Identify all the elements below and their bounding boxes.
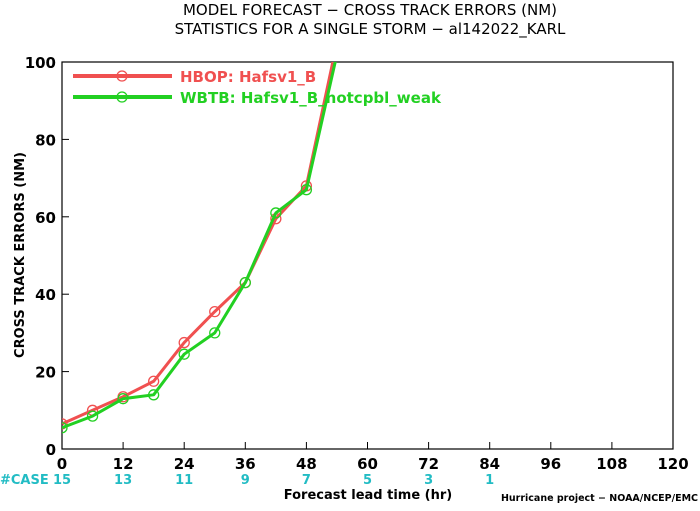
y-tick-label: 20 xyxy=(35,364,56,382)
chart-title: MODEL FORECAST − CROSS TRACK ERRORS (NM) xyxy=(183,1,557,19)
y-tick-label: 40 xyxy=(35,286,56,304)
data-point xyxy=(270,207,282,219)
data-point xyxy=(300,184,313,196)
y-tick-label: 60 xyxy=(35,209,56,227)
data-point xyxy=(239,276,251,289)
legend: HBOP: Hafsv1_B WBTB: Hafsv1_B_notcpbl_wea… xyxy=(73,68,442,107)
case-count: 15 xyxy=(53,473,71,488)
y-tick-label: 80 xyxy=(35,131,56,149)
data-point xyxy=(117,393,129,405)
x-tick-label: 60 xyxy=(357,455,378,473)
case-count: 9 xyxy=(241,473,250,488)
data-point xyxy=(332,38,342,48)
case-count: 13 xyxy=(114,473,132,488)
series-line-1 xyxy=(62,62,335,426)
x-tick-label: 96 xyxy=(540,455,561,473)
x-axis: 0 12 24 36 48 60 72 84 96 108 120 xyxy=(57,442,689,473)
case-count: 11 xyxy=(175,473,193,488)
series-group xyxy=(62,38,342,434)
x-tick-label: 0 xyxy=(57,455,67,473)
plot-frame xyxy=(61,61,674,450)
y-axis-label: CROSS TRACK ERRORS (NM) xyxy=(13,152,28,358)
data-point xyxy=(332,49,342,59)
data-point xyxy=(147,389,160,401)
chart-subtitle: STATISTICS FOR A SINGLE STORM − al142022… xyxy=(175,20,566,39)
y-tick-label: 100 xyxy=(25,54,56,72)
case-counts: 15 13 11 9 7 5 3 1 xyxy=(53,473,494,488)
x-tick-label: 36 xyxy=(235,455,256,473)
x-tick-label: 108 xyxy=(596,455,627,473)
data-point xyxy=(62,422,68,434)
x-tick-label: 24 xyxy=(174,455,195,473)
case-count: 5 xyxy=(363,473,372,488)
legend-marker xyxy=(116,91,128,103)
case-count: 1 xyxy=(485,473,494,488)
legend-label: WBTB: Hafsv1_B_notcpbl_weak xyxy=(180,89,442,107)
y-tick-label: 0 xyxy=(46,441,56,459)
data-point xyxy=(62,418,68,430)
x-tick-label: 72 xyxy=(418,455,439,473)
legend-label: HBOP: Hafsv1_B xyxy=(180,68,316,86)
data-point xyxy=(209,327,221,339)
legend-marker xyxy=(116,70,128,82)
case-label: #CASE xyxy=(0,473,49,488)
data-point xyxy=(209,305,221,318)
data-point xyxy=(178,336,190,349)
case-count: 3 xyxy=(424,473,433,488)
series-line-2 xyxy=(62,62,337,430)
data-point xyxy=(178,348,190,360)
x-tick-label: 120 xyxy=(657,455,688,473)
x-tick-label: 12 xyxy=(113,455,134,473)
data-point xyxy=(86,410,99,422)
y-axis: 0 20 40 60 80 100 xyxy=(25,54,69,459)
x-tick-label: 84 xyxy=(479,455,500,473)
x-tick-label: 48 xyxy=(296,455,317,473)
data-point xyxy=(147,375,160,387)
credit-text: Hurricane project − NOAA/NCEP/EMC xyxy=(501,493,698,504)
x-axis-label: Forecast lead time (hr) xyxy=(284,488,452,503)
case-count: 7 xyxy=(302,473,311,488)
